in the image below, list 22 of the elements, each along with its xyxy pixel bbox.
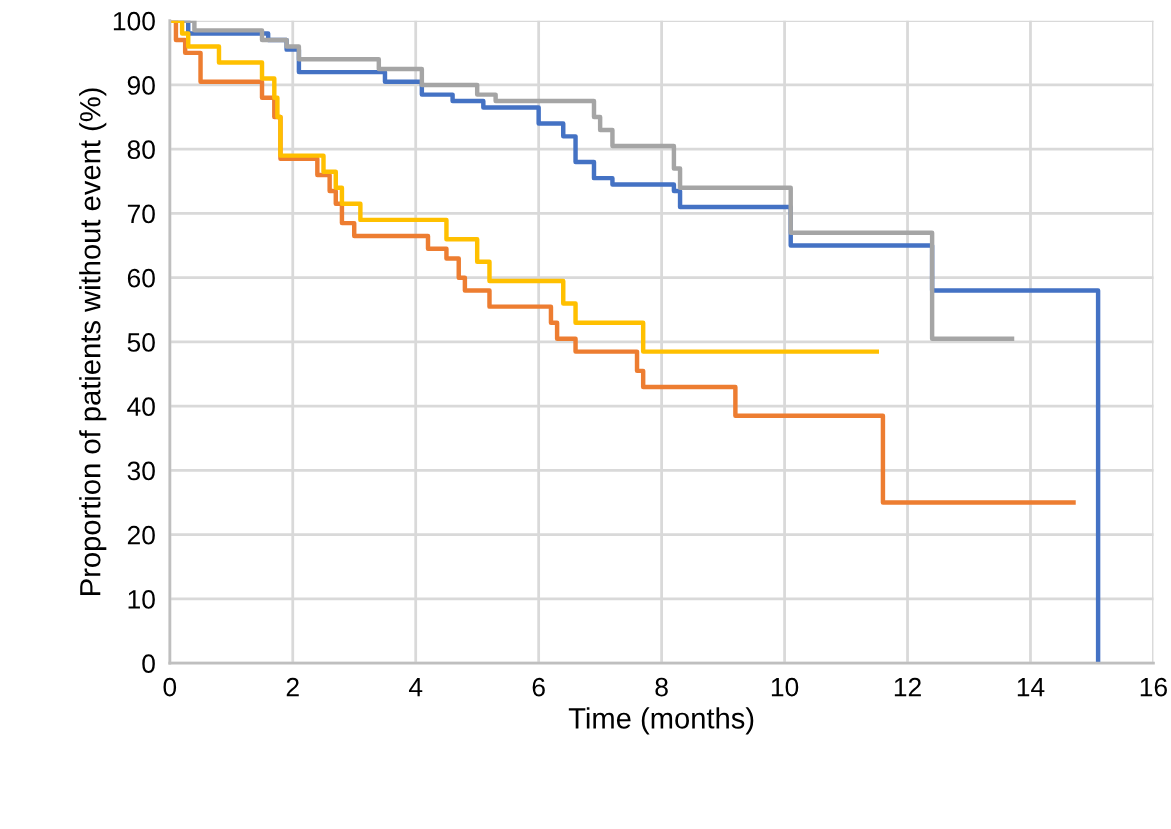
y-tick-label: 60: [127, 268, 155, 288]
x-tick-label: 12: [894, 677, 921, 697]
y-tick-label: 40: [127, 397, 155, 417]
x-tick-label: 14: [1017, 678, 1045, 697]
x-tick-label: 10: [771, 677, 799, 697]
x-tick-label: 8: [655, 677, 668, 697]
y-tick-label: 80: [127, 140, 155, 160]
y-tick-label: 10: [128, 590, 155, 609]
y-tick-label: 20: [127, 525, 155, 545]
x-tick-label: 4: [408, 678, 423, 697]
x-tick-label: 16: [1140, 677, 1167, 697]
y-tick-label: 70: [127, 204, 155, 224]
y-tick-label: 90: [127, 76, 155, 95]
y-tick-label: 0: [142, 654, 155, 674]
y-tick-label: 50: [127, 333, 155, 352]
x-axis-title: Time (months): [568, 707, 754, 735]
y-axis-title: Proportion of patients without event (%): [79, 88, 107, 595]
y-tick-label: 100: [113, 11, 155, 31]
x-tick-label: 0: [163, 677, 177, 697]
x-tick-label: 6: [532, 677, 545, 697]
x-tick-label: 2: [286, 677, 299, 697]
y-tick-label: 30: [127, 461, 155, 481]
